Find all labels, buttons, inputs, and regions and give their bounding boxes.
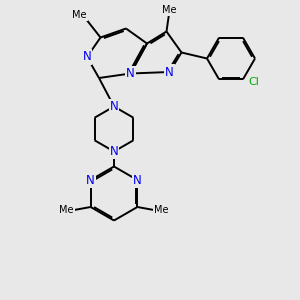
Text: N: N [126,67,135,80]
Text: Me: Me [72,10,87,20]
Text: Cl: Cl [248,77,259,87]
Text: Me: Me [154,205,169,215]
Text: N: N [110,100,118,113]
Text: Me: Me [162,5,177,15]
Text: N: N [133,173,142,187]
Text: N: N [86,173,95,187]
Text: N: N [110,145,118,158]
Text: N: N [82,50,91,64]
Text: N: N [165,65,174,79]
Text: Me: Me [59,205,74,215]
